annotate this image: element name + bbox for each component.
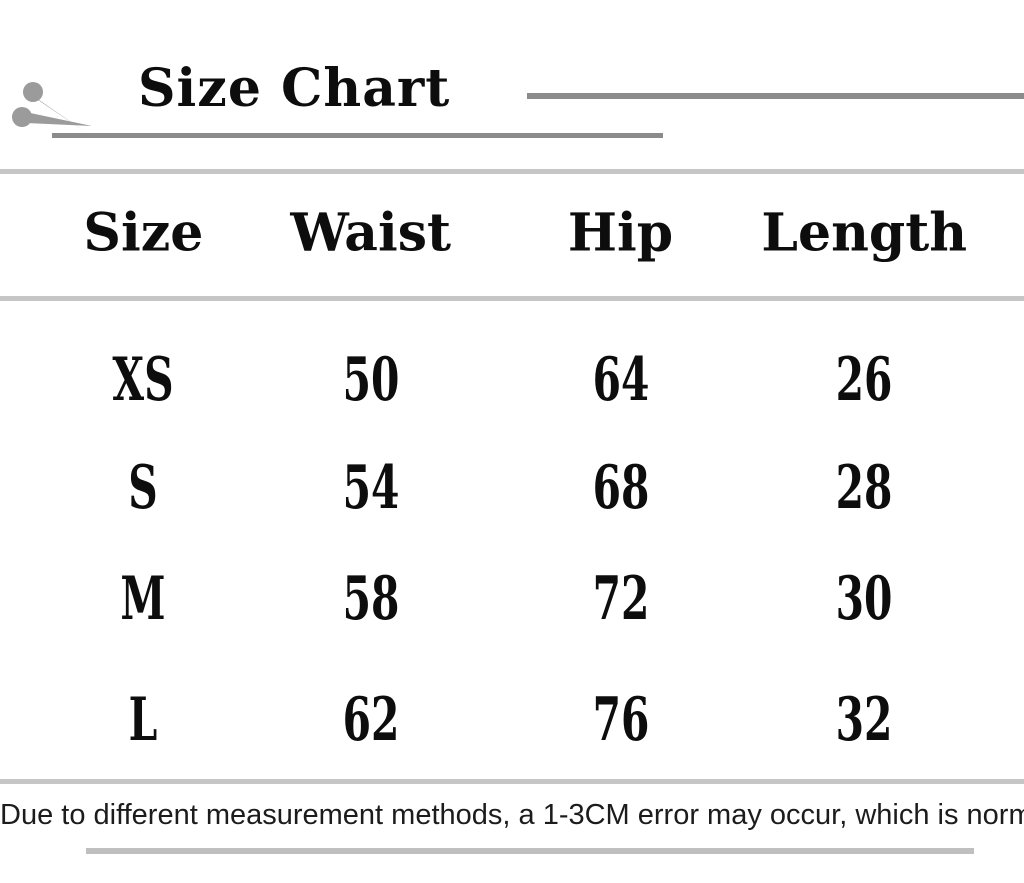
cell-hip: 68	[592, 453, 649, 523]
header-cell-size: Size	[83, 202, 204, 264]
cell-length: 28	[835, 453, 893, 523]
cell-hip: 64	[592, 345, 649, 415]
cell-length: 30	[835, 564, 893, 634]
cell-waist: 50	[342, 345, 400, 415]
cell-waist: 62	[342, 685, 400, 755]
page-title: Size Chart	[138, 58, 451, 119]
cell-length: 26	[835, 345, 893, 415]
cell-size: L	[129, 685, 158, 755]
header-cell-hip: Hip	[567, 202, 674, 264]
scissors-icon	[12, 82, 92, 131]
footer-underline	[86, 848, 974, 854]
cell-size: M	[120, 564, 166, 634]
table-bottom-border	[0, 779, 1024, 784]
title-accent-line	[527, 93, 1024, 99]
cell-hip: 76	[592, 685, 649, 755]
cell-size: XS	[112, 345, 174, 415]
header-cell-waist: Waist	[290, 202, 451, 264]
cell-length: 32	[835, 685, 893, 755]
scissors-cut-line	[52, 133, 663, 138]
cell-size: S	[128, 453, 159, 523]
header-cell-length: Length	[761, 202, 968, 264]
footer-note: Due to different measurement methods, a …	[0, 799, 1024, 831]
cell-waist: 58	[342, 564, 400, 634]
cell-waist: 54	[342, 453, 400, 523]
cell-hip: 72	[592, 564, 649, 634]
table-header-border	[0, 296, 1024, 301]
table-top-border	[0, 169, 1024, 174]
